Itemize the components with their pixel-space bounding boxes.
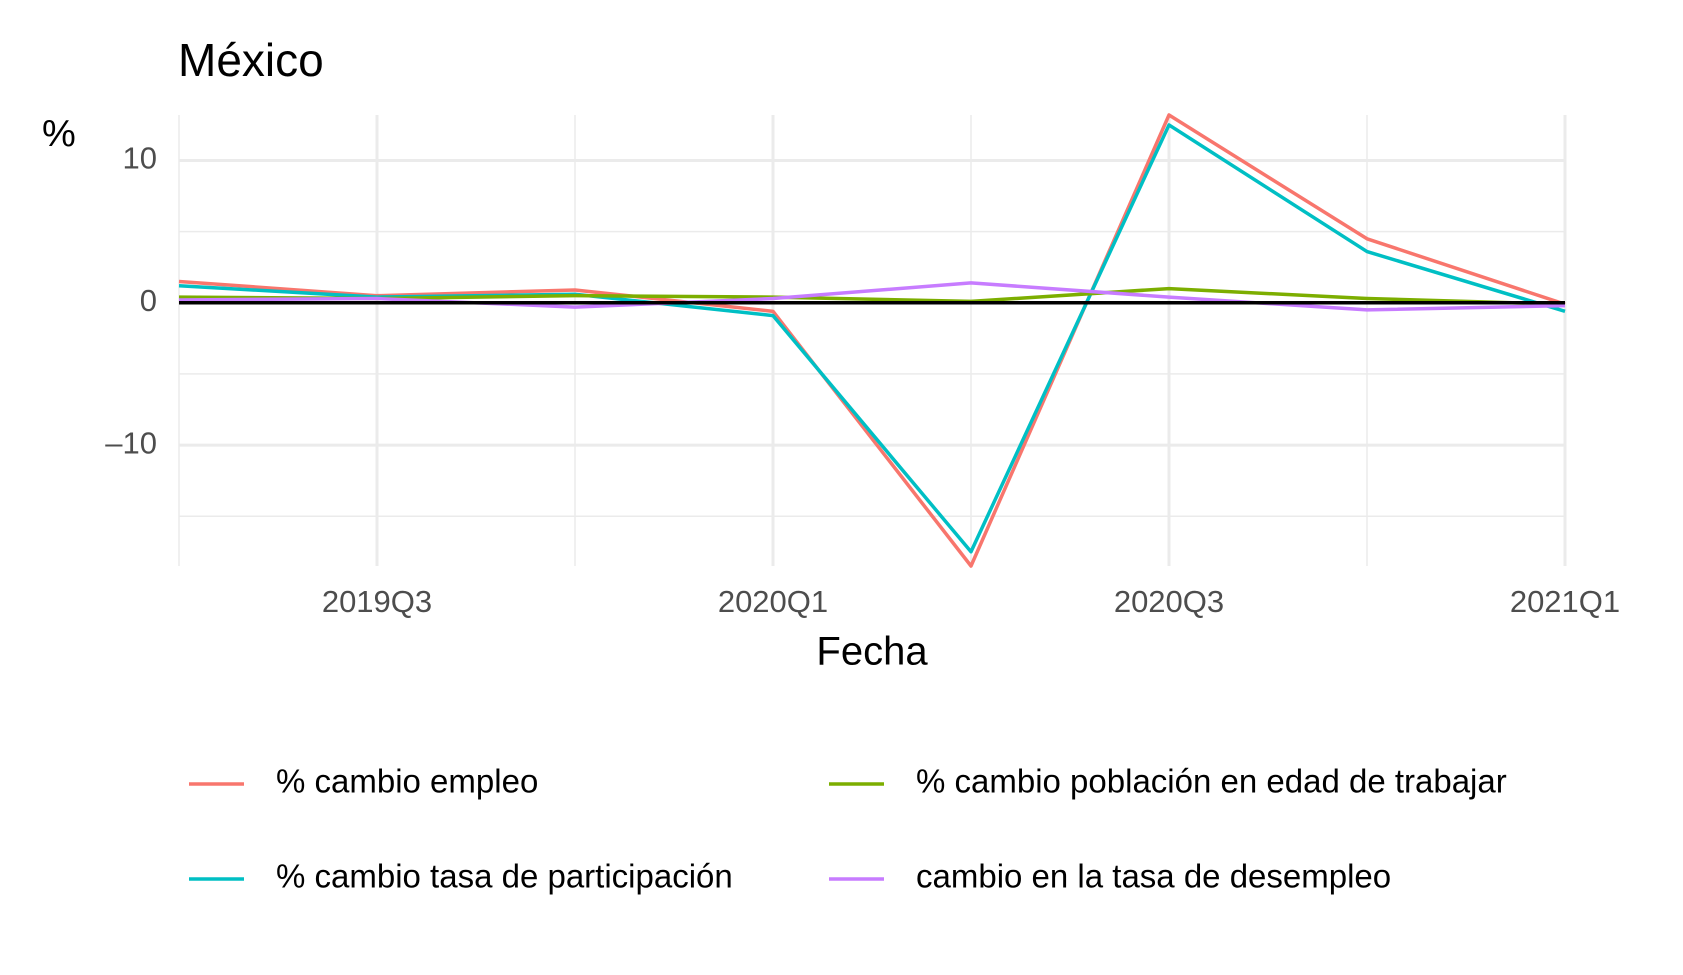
y-tick-label: –10	[105, 425, 157, 460]
x-axis-label: Fecha	[816, 630, 928, 674]
x-tick-label: 2020Q3	[1114, 584, 1224, 619]
series-line	[178, 113, 1566, 568]
x-tick-label: 2020Q1	[718, 584, 828, 619]
series-line	[178, 281, 1566, 312]
x-tick-label: 2019Q3	[322, 584, 432, 619]
legend-label: cambio en la tasa de desempleo	[916, 858, 1391, 895]
series-line	[178, 286, 1566, 306]
y-tick-label: 10	[123, 141, 157, 176]
y-tick-label: 0	[140, 283, 157, 318]
legend-label: % cambio empleo	[276, 763, 538, 800]
legend-label: % cambio tasa de participación	[276, 858, 733, 895]
x-tick-label: 2021Q1	[1510, 584, 1620, 619]
chart-title: México	[178, 34, 324, 86]
y-axis-label: %	[42, 113, 76, 155]
legend-label: % cambio población en edad de trabajar	[916, 763, 1507, 800]
